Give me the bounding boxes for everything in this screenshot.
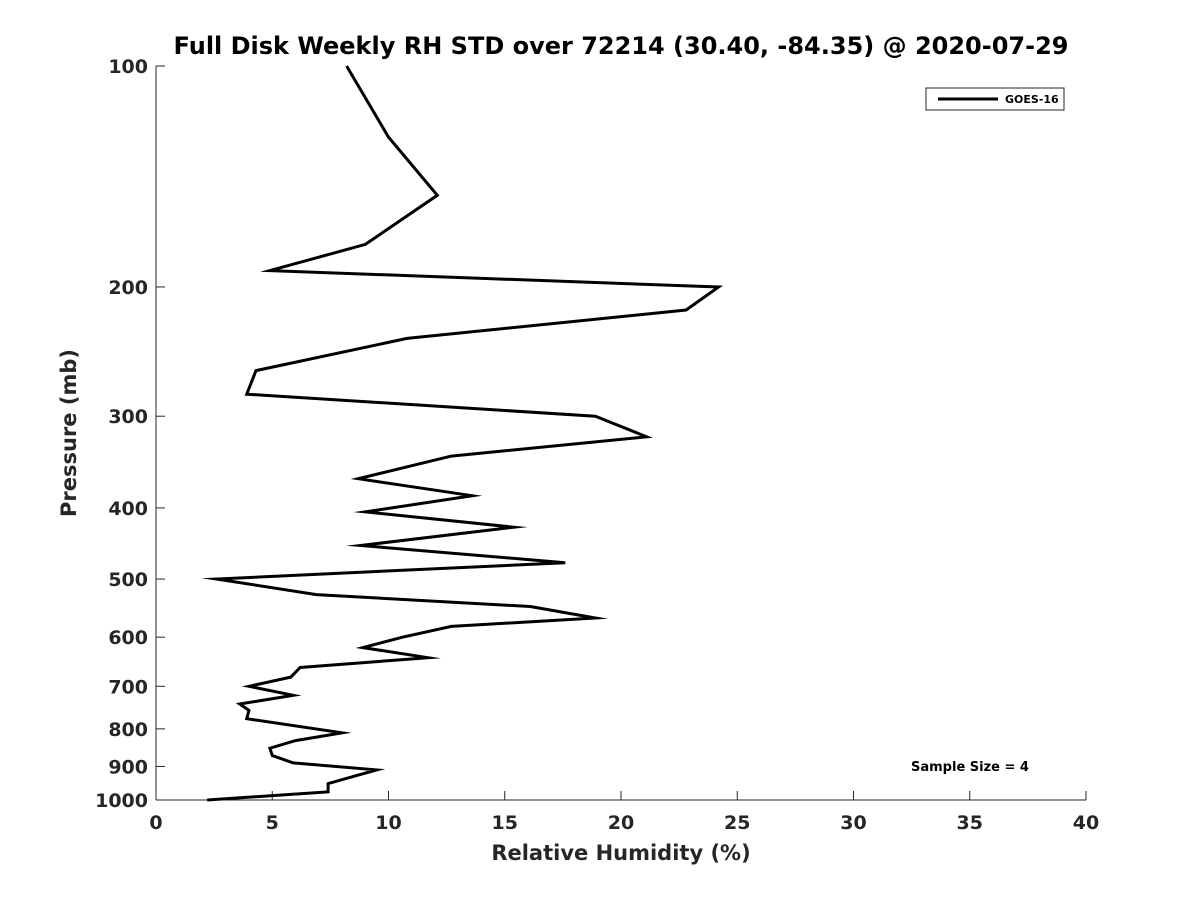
legend-label: GOES-16 [1005, 93, 1059, 106]
y-tick-label: 900 [108, 756, 148, 778]
y-tick-label: 300 [108, 406, 148, 428]
x-tick-label: 40 [1073, 812, 1099, 834]
plot-area [156, 66, 1086, 800]
y-tick-label: 500 [108, 569, 148, 591]
y-tick-label: 600 [108, 627, 148, 649]
y-tick-label: 200 [108, 277, 148, 299]
x-axis-label: Relative Humidity (%) [491, 841, 750, 865]
y-axis: 100 200 300 400 500 600 700 800 900 1000 [95, 56, 165, 812]
y-tick-label: 800 [108, 719, 148, 741]
series-layer [201, 65, 724, 802]
x-tick-label: 25 [724, 812, 750, 834]
x-tick-label: 30 [840, 812, 866, 834]
x-axis: 0 5 10 15 20 25 30 35 40 [149, 791, 1099, 834]
legend: GOES-16 [925, 87, 1065, 111]
y-axis-label: Pressure (mb) [57, 349, 81, 517]
chart-title: Full Disk Weekly RH STD over 72214 (30.4… [174, 32, 1069, 60]
sample-size-annotation: Sample Size = 4 [911, 760, 1029, 775]
x-tick-label: 0 [149, 812, 162, 834]
x-tick-label: 15 [492, 812, 518, 834]
y-tick-label: 100 [108, 56, 148, 78]
series-line-goes-16 [201, 65, 724, 802]
y-tick-label: 400 [108, 498, 148, 520]
y-tick-label: 700 [108, 676, 148, 698]
x-tick-label: 10 [375, 812, 401, 834]
y-tick-label: 1000 [95, 790, 148, 812]
x-tick-label: 20 [608, 812, 634, 834]
x-tick-label: 5 [266, 812, 279, 834]
x-tick-label: 35 [957, 812, 983, 834]
